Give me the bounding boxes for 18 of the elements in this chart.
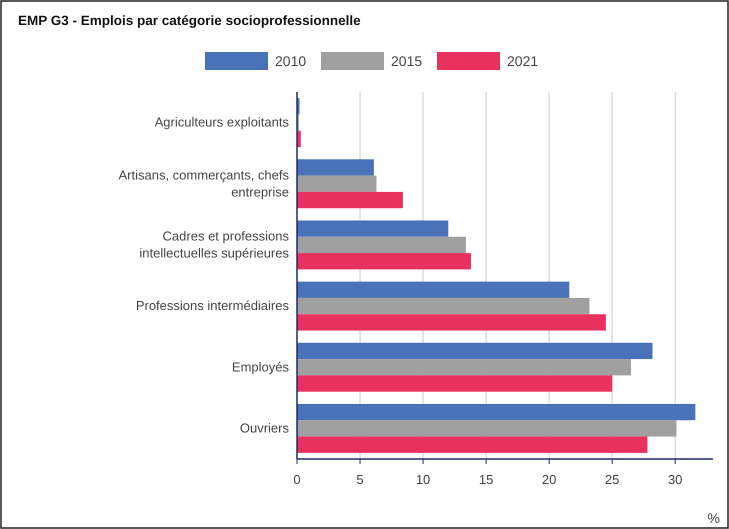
- legend-label: 2015: [391, 53, 422, 69]
- x-tick-label: 10: [416, 472, 430, 487]
- x-tick-label: 20: [542, 472, 556, 487]
- x-tick-label: 25: [604, 472, 620, 487]
- x-tick-label: 15: [478, 472, 494, 487]
- y-tick-label: Artisans, commerçants, chefs entreprise: [118, 167, 290, 200]
- x-tick-label: 0: [293, 472, 301, 487]
- x-axis-title: %: [708, 510, 720, 526]
- y-tick-label: Cadres et professions intellectuelles supérieures: [139, 228, 290, 260]
- chart-title: EMP G3 - Emplois par catégorie socioprofessionnelle: [18, 13, 362, 28]
- x-tick-label: 5: [356, 472, 364, 487]
- legend-label: 2021: [507, 53, 538, 69]
- y-tick-label: Ouvriers: [240, 420, 290, 436]
- y-tick-label: Agriculteurs exploitants: [154, 114, 290, 130]
- legend-label: 2010: [275, 53, 306, 69]
- y-tick-label: Professions intermédiaires: [136, 298, 290, 314]
- y-tick-label: Employés: [232, 359, 290, 374]
- x-tick-label: 30: [668, 472, 682, 487]
